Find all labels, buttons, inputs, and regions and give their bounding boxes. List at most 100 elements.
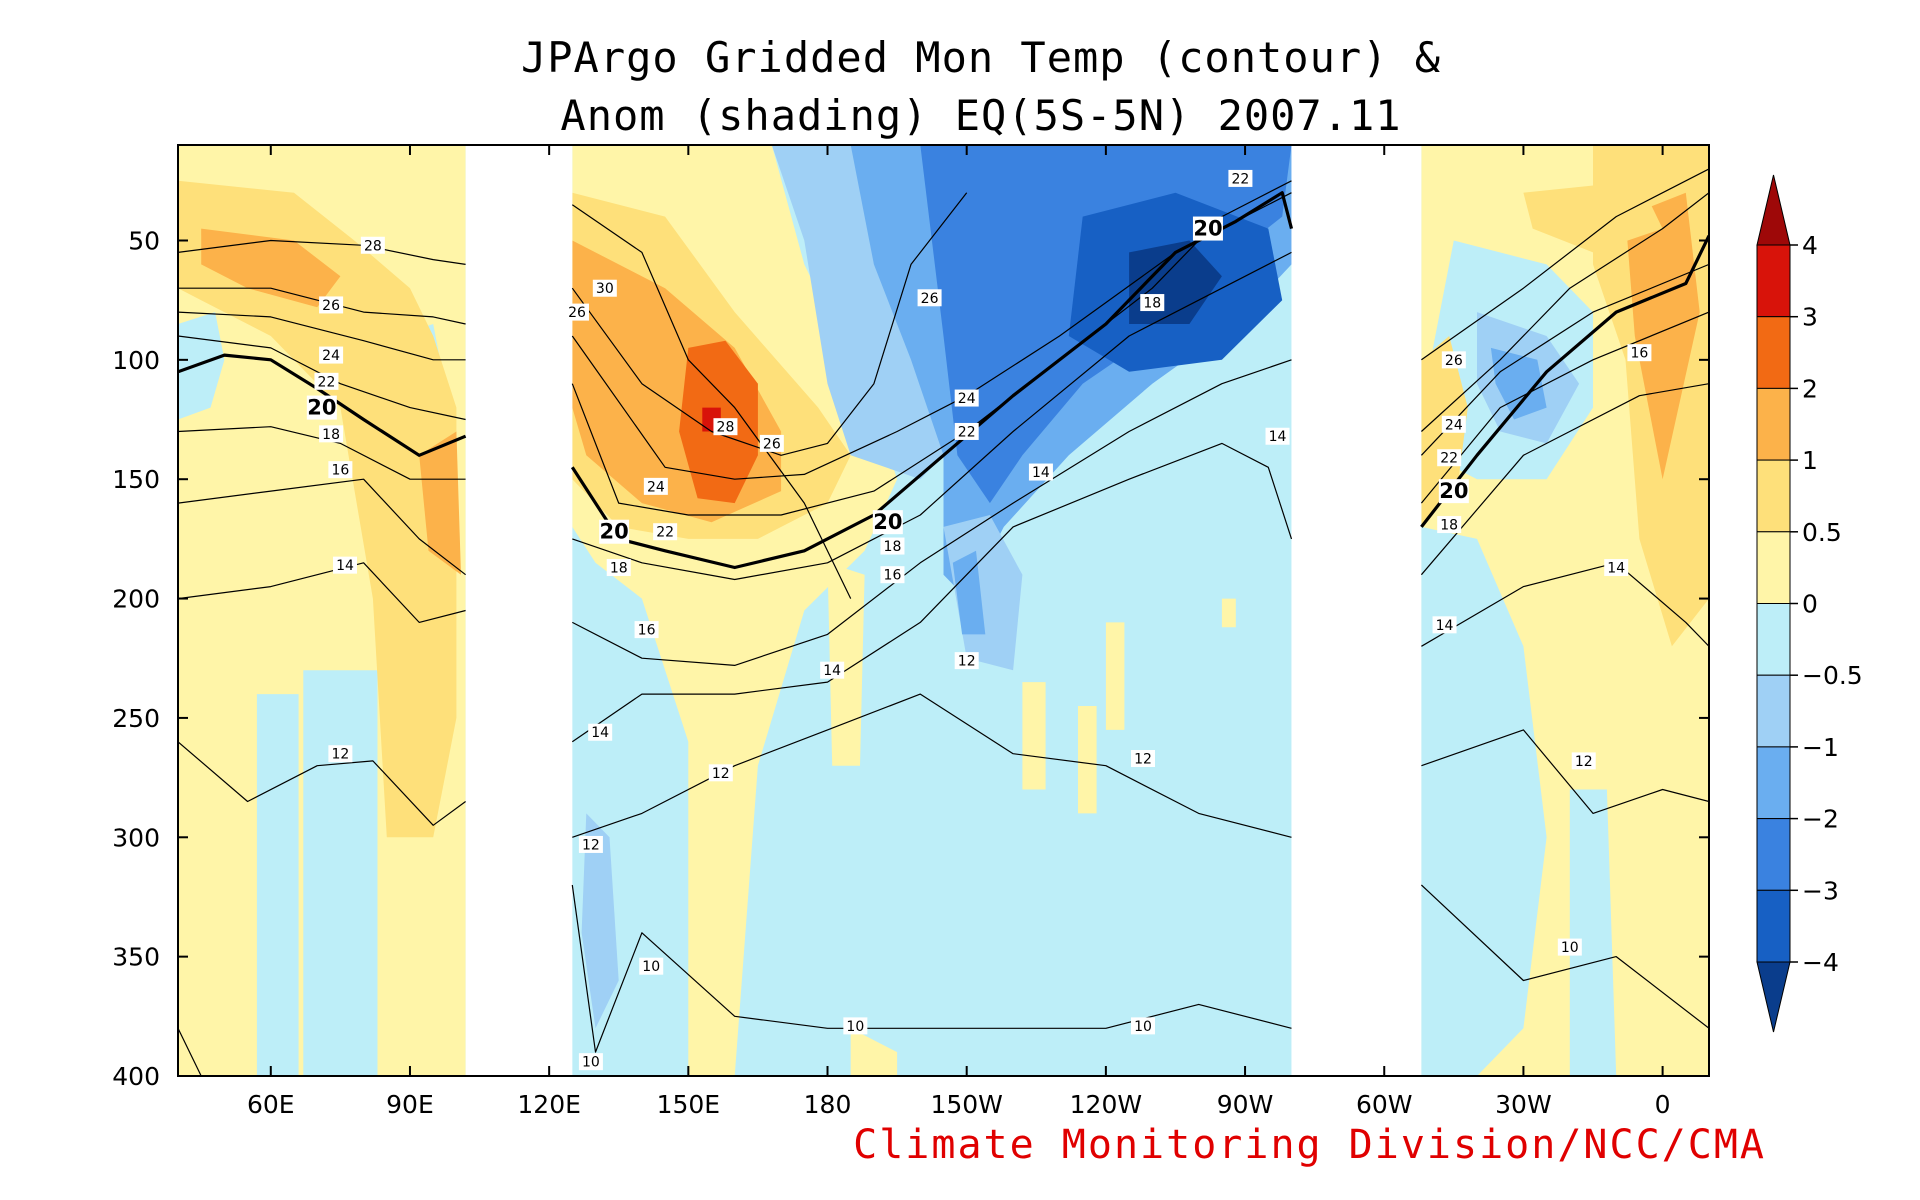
land-mask [465,145,1422,1076]
colorbar: 4 3 2 1 0.5 0 −0.5 −1 −2 −3 −4 [1756,174,1863,1033]
contour-label: 26 [763,436,781,452]
colorbar-box [1756,244,1791,318]
y-axis: 50 100 150 200 250 300 350 400 [112,226,1709,1091]
contour-16 [178,478,466,576]
contour-20 [570,191,1294,570]
contour-label-bg [880,537,905,555]
y-tick-label: 400 [112,1062,160,1091]
contour-label-bg [606,559,631,577]
x-tick-label: 180 [804,1090,852,1119]
contour-24 [178,311,466,361]
contour-label-bg [1130,750,1155,768]
contour-28 [571,204,852,599]
x-tick-label: 0 [1655,1090,1671,1119]
contour-label-bg [599,519,630,544]
contour-22 [178,335,466,421]
contour-label-bg [328,461,353,479]
contour-label-bg [360,236,385,254]
contour-label: 20 [873,510,902,534]
contour-label-bg [578,1053,603,1071]
contour-label: 22 [656,525,674,541]
contour-label-bg [328,745,353,763]
colorbar-label: 0.5 [1802,518,1842,547]
colorbar-label: 4 [1802,231,1818,260]
contour-label: 24 [322,348,340,364]
colorbar-box [1756,818,1791,891]
contour-label-bg [759,434,784,452]
contour-label: 10 [582,1055,600,1071]
contour-label-bg [1028,463,1053,481]
contour-label: 18 [1440,518,1458,534]
contour-label: 22 [1440,451,1458,467]
contour-label-bg [1140,294,1165,312]
contour-label-bg [1441,351,1466,369]
contour-18 [178,426,466,480]
contour-label: 20 [307,396,336,420]
contour-label-bg [319,425,344,443]
land-gap [1291,145,1422,1076]
anomaly-patch [1105,622,1125,730]
contour-label-bg [1130,1017,1155,1035]
colorbar-label: 0 [1802,590,1818,619]
colorbar-box [1756,387,1791,461]
contour-label-bg [578,835,603,853]
anomaly-patch [581,813,619,1029]
contour-label: 10 [642,959,660,975]
contour-14 [178,562,466,624]
contour-label-bg [319,296,344,314]
contour-label-bg [713,418,738,436]
contour-label-bg [820,661,845,679]
colorbar-label: −2 [1802,805,1839,834]
chart-title-line2: Anom (shading) EQ(5S-5N) 2007.11 [560,91,1401,140]
contour-label: 24 [958,391,976,407]
y-tick-label: 250 [112,704,160,733]
contour-label: 24 [1445,417,1463,433]
contour-label: 20 [1439,479,1468,503]
contour-label: 20 [599,520,628,544]
credit-text: Climate Monitoring Division/NCC/CMA [853,1122,1766,1168]
temperature-contours [178,168,1709,1076]
x-tick-label: 90E [386,1090,434,1119]
contour-label-bg [1441,415,1466,433]
contour-label-bg [1265,427,1290,445]
contour-label-bg [1571,752,1596,770]
colorbar-label: 1 [1802,446,1818,475]
colorbar-box [1756,746,1791,820]
contour-label: 16 [1630,346,1648,362]
contour-label-bg [1432,616,1457,634]
x-tick-label: 30W [1495,1090,1552,1119]
y-tick-label: 100 [112,346,160,375]
contour-label: 12 [582,837,600,853]
contour-label-bg [643,477,668,495]
contour-label: 12 [1134,752,1152,768]
anomaly-patch [256,694,299,1076]
contour-label-bg [564,303,589,321]
colorbar-min-triangle [1756,961,1791,1033]
contour-label: 30 [596,281,614,297]
contour-label-bg [843,1017,868,1035]
anomaly-patch [1569,789,1617,1076]
contour-24 [1420,192,1709,432]
plot-frame [177,144,1710,1077]
anomaly-patch [201,228,341,308]
anomaly-patch [1523,180,1663,253]
contour-label: 14 [1032,465,1050,481]
colorbar-max-triangle [1756,174,1791,246]
contour-22 [1420,263,1709,456]
colorbar-box [1756,889,1791,963]
contour-label-bg [653,523,678,541]
x-tick-label: 90W [1217,1090,1274,1119]
anomaly-patch [1625,192,1700,480]
contour-label: 26 [1445,353,1463,369]
x-tick-label: 60W [1356,1090,1413,1119]
anomaly-patch [850,1028,898,1076]
contour-label-bg [1438,479,1469,504]
contour-label: 10 [1561,940,1579,956]
anomaly-shading [178,145,1709,1076]
anomaly-patch [1022,682,1046,790]
contour-label: 12 [712,766,730,782]
anomaly-patch [1490,347,1547,420]
contour-label-bg [592,279,617,297]
contour-label-bg [1192,216,1223,241]
colorbar-label: −1 [1802,733,1839,762]
